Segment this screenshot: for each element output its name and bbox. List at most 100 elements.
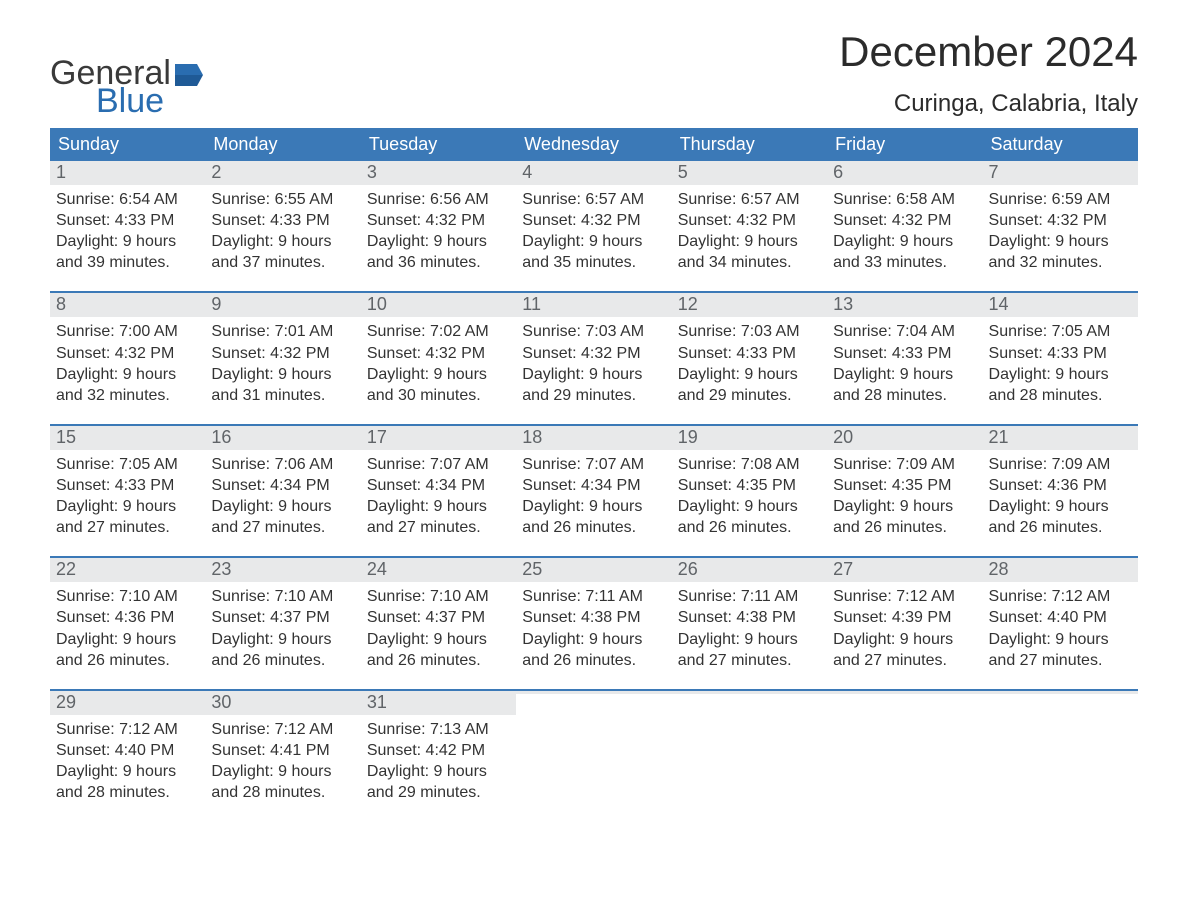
calendar-day-cell: 12Sunrise: 7:03 AMSunset: 4:33 PMDayligh…	[672, 293, 827, 405]
calendar-day-cell: 6Sunrise: 6:58 AMSunset: 4:32 PMDaylight…	[827, 161, 982, 273]
day-number: 14	[983, 293, 1138, 317]
calendar-week: 29Sunrise: 7:12 AMSunset: 4:40 PMDayligh…	[50, 689, 1138, 803]
day-body: Sunrise: 7:11 AMSunset: 4:38 PMDaylight:…	[516, 582, 671, 670]
sunset-line: Sunset: 4:38 PM	[522, 607, 665, 628]
daylight-line: and 34 minutes.	[678, 252, 821, 273]
daylight-line: and 26 minutes.	[522, 517, 665, 538]
day-body: Sunrise: 7:02 AMSunset: 4:32 PMDaylight:…	[361, 317, 516, 405]
day-body: Sunrise: 6:57 AMSunset: 4:32 PMDaylight:…	[516, 185, 671, 273]
day-body: Sunrise: 7:01 AMSunset: 4:32 PMDaylight:…	[205, 317, 360, 405]
day-number: 25	[516, 558, 671, 582]
sunset-line: Sunset: 4:36 PM	[56, 607, 199, 628]
sunset-line: Sunset: 4:32 PM	[522, 343, 665, 364]
day-number: 9	[205, 293, 360, 317]
sunset-line: Sunset: 4:34 PM	[522, 475, 665, 496]
sunset-line: Sunset: 4:32 PM	[211, 343, 354, 364]
daylight-line: Daylight: 9 hours	[367, 231, 510, 252]
day-number: 2	[205, 161, 360, 185]
day-number: 1	[50, 161, 205, 185]
daylight-line: and 28 minutes.	[56, 782, 199, 803]
day-number: 27	[827, 558, 982, 582]
calendar-day-cell: 16Sunrise: 7:06 AMSunset: 4:34 PMDayligh…	[205, 426, 360, 538]
day-body: Sunrise: 7:08 AMSunset: 4:35 PMDaylight:…	[672, 450, 827, 538]
daylight-line: Daylight: 9 hours	[522, 231, 665, 252]
sunset-line: Sunset: 4:32 PM	[522, 210, 665, 231]
daylight-line: and 39 minutes.	[56, 252, 199, 273]
daylight-line: and 27 minutes.	[989, 650, 1132, 671]
daylight-line: and 29 minutes.	[678, 385, 821, 406]
calendar-day-cell: 15Sunrise: 7:05 AMSunset: 4:33 PMDayligh…	[50, 426, 205, 538]
calendar-day-cell: 9Sunrise: 7:01 AMSunset: 4:32 PMDaylight…	[205, 293, 360, 405]
daylight-line: Daylight: 9 hours	[211, 496, 354, 517]
day-number	[516, 691, 671, 694]
flag-icon	[175, 62, 203, 84]
day-body: Sunrise: 7:06 AMSunset: 4:34 PMDaylight:…	[205, 450, 360, 538]
calendar-day-cell: 20Sunrise: 7:09 AMSunset: 4:35 PMDayligh…	[827, 426, 982, 538]
brand-word-2: Blue	[50, 84, 203, 118]
sunrise-line: Sunrise: 7:08 AM	[678, 454, 821, 475]
sunset-line: Sunset: 4:37 PM	[367, 607, 510, 628]
sunset-line: Sunset: 4:33 PM	[989, 343, 1132, 364]
sunset-line: Sunset: 4:33 PM	[833, 343, 976, 364]
sunrise-line: Sunrise: 7:02 AM	[367, 321, 510, 342]
daylight-line: and 36 minutes.	[367, 252, 510, 273]
daylight-line: and 28 minutes.	[211, 782, 354, 803]
sunset-line: Sunset: 4:37 PM	[211, 607, 354, 628]
sunrise-line: Sunrise: 7:11 AM	[678, 586, 821, 607]
sunrise-line: Sunrise: 6:55 AM	[211, 189, 354, 210]
sunrise-line: Sunrise: 6:56 AM	[367, 189, 510, 210]
sunset-line: Sunset: 4:40 PM	[56, 740, 199, 761]
daylight-line: and 26 minutes.	[833, 517, 976, 538]
sunset-line: Sunset: 4:33 PM	[678, 343, 821, 364]
day-body: Sunrise: 7:10 AMSunset: 4:37 PMDaylight:…	[205, 582, 360, 670]
sunset-line: Sunset: 4:34 PM	[211, 475, 354, 496]
daylight-line: and 26 minutes.	[211, 650, 354, 671]
calendar-day-cell: 25Sunrise: 7:11 AMSunset: 4:38 PMDayligh…	[516, 558, 671, 670]
calendar-day-cell: 26Sunrise: 7:11 AMSunset: 4:38 PMDayligh…	[672, 558, 827, 670]
daylight-line: and 27 minutes.	[833, 650, 976, 671]
sunrise-line: Sunrise: 6:59 AM	[989, 189, 1132, 210]
day-header: Saturday	[983, 128, 1138, 161]
day-body: Sunrise: 7:10 AMSunset: 4:36 PMDaylight:…	[50, 582, 205, 670]
sunset-line: Sunset: 4:33 PM	[56, 475, 199, 496]
daylight-line: Daylight: 9 hours	[989, 364, 1132, 385]
day-body: Sunrise: 6:55 AMSunset: 4:33 PMDaylight:…	[205, 185, 360, 273]
sunset-line: Sunset: 4:36 PM	[989, 475, 1132, 496]
daylight-line: Daylight: 9 hours	[56, 761, 199, 782]
calendar-day-cell: 8Sunrise: 7:00 AMSunset: 4:32 PMDaylight…	[50, 293, 205, 405]
day-number	[827, 691, 982, 694]
day-number: 28	[983, 558, 1138, 582]
day-body: Sunrise: 7:03 AMSunset: 4:32 PMDaylight:…	[516, 317, 671, 405]
daylight-line: and 26 minutes.	[678, 517, 821, 538]
daylight-line: and 28 minutes.	[833, 385, 976, 406]
daylight-line: Daylight: 9 hours	[211, 364, 354, 385]
calendar-day-cell: 30Sunrise: 7:12 AMSunset: 4:41 PMDayligh…	[205, 691, 360, 803]
day-body: Sunrise: 7:12 AMSunset: 4:39 PMDaylight:…	[827, 582, 982, 670]
day-number: 16	[205, 426, 360, 450]
calendar-day-cell: 21Sunrise: 7:09 AMSunset: 4:36 PMDayligh…	[983, 426, 1138, 538]
sunrise-line: Sunrise: 7:12 AM	[989, 586, 1132, 607]
day-body: Sunrise: 7:13 AMSunset: 4:42 PMDaylight:…	[361, 715, 516, 803]
daylight-line: and 29 minutes.	[522, 385, 665, 406]
calendar-day-cell: 23Sunrise: 7:10 AMSunset: 4:37 PMDayligh…	[205, 558, 360, 670]
calendar-day-cell	[983, 691, 1138, 803]
daylight-line: Daylight: 9 hours	[833, 231, 976, 252]
day-body: Sunrise: 6:57 AMSunset: 4:32 PMDaylight:…	[672, 185, 827, 273]
sunrise-line: Sunrise: 6:54 AM	[56, 189, 199, 210]
sunset-line: Sunset: 4:32 PM	[833, 210, 976, 231]
daylight-line: and 32 minutes.	[56, 385, 199, 406]
sunrise-line: Sunrise: 7:05 AM	[56, 454, 199, 475]
day-number: 7	[983, 161, 1138, 185]
daylight-line: Daylight: 9 hours	[833, 496, 976, 517]
daylight-line: Daylight: 9 hours	[989, 629, 1132, 650]
day-number: 24	[361, 558, 516, 582]
daylight-line: and 32 minutes.	[989, 252, 1132, 273]
sunrise-line: Sunrise: 7:10 AM	[56, 586, 199, 607]
daylight-line: Daylight: 9 hours	[367, 364, 510, 385]
day-number: 10	[361, 293, 516, 317]
day-number: 13	[827, 293, 982, 317]
calendar-day-cell: 19Sunrise: 7:08 AMSunset: 4:35 PMDayligh…	[672, 426, 827, 538]
day-body: Sunrise: 7:09 AMSunset: 4:35 PMDaylight:…	[827, 450, 982, 538]
calendar-day-cell: 5Sunrise: 6:57 AMSunset: 4:32 PMDaylight…	[672, 161, 827, 273]
daylight-line: and 27 minutes.	[678, 650, 821, 671]
